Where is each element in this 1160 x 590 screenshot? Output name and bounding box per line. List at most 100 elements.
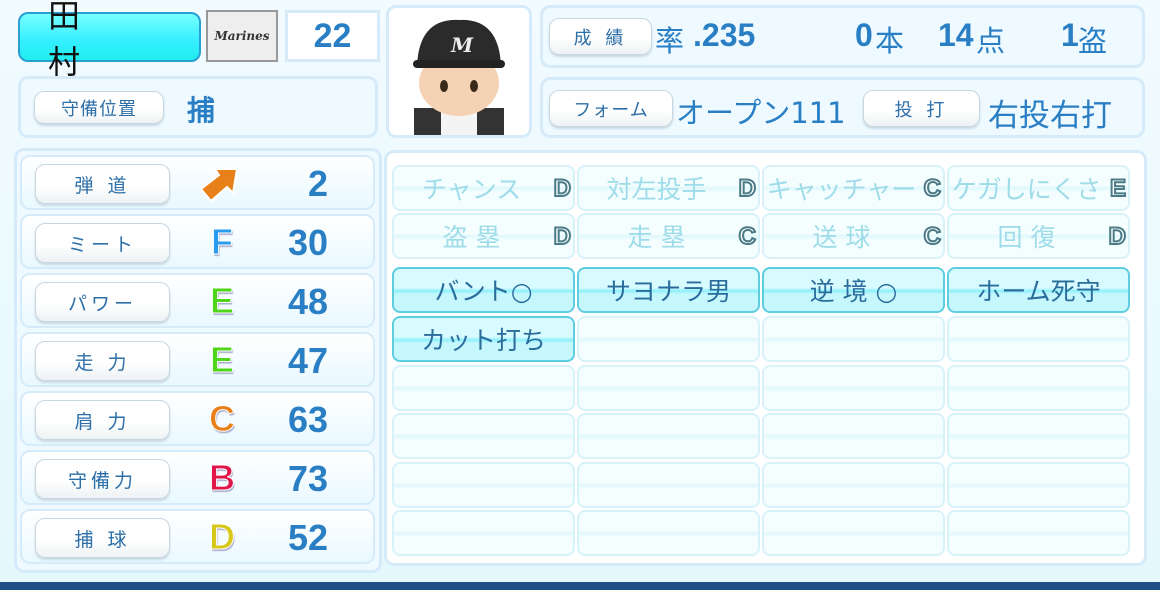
ability-cell: キャッチャー C <box>762 165 945 211</box>
special-ability-cell: 逆 境 ○ <box>762 267 945 313</box>
grade-badge: E <box>209 280 234 322</box>
form-box: フォーム オープン111 投 打 右投右打 <box>540 77 1145 138</box>
special-ability-cell: サヨナラ男 <box>577 267 760 313</box>
throwbat-label: 投 打 <box>863 90 980 127</box>
position-box: 守備位置 捕 <box>18 76 378 138</box>
ability-grade: D <box>553 174 572 203</box>
record-label: 成 績 <box>549 18 652 55</box>
ability-grade: D <box>553 222 572 251</box>
ability-name: 対左投手 <box>606 175 707 204</box>
empty-ability-cell <box>947 462 1130 508</box>
position-label: 守備位置 <box>34 91 164 124</box>
ability-grade: C <box>738 222 757 251</box>
stat-value: 52 <box>287 517 328 558</box>
empty-ability-cell <box>947 510 1130 556</box>
stat-row: 捕 球 D 52 <box>20 509 375 564</box>
ability-grade: C <box>923 222 942 251</box>
batting-average: .235 <box>693 17 756 53</box>
position-value: 捕 <box>187 95 216 126</box>
empty-ability-cell <box>947 413 1130 459</box>
ability-cell: ケガしにくさ E <box>947 165 1130 211</box>
ability-grade: D <box>738 174 757 203</box>
stat-value: 48 <box>287 281 328 322</box>
stat-value: 63 <box>287 399 328 440</box>
stat-label: ミート <box>35 223 170 263</box>
ability-grade: D <box>1108 222 1127 251</box>
grade-badge: F <box>211 221 234 263</box>
player-name: 田 村 <box>18 0 201 81</box>
stat-label: 捕 球 <box>35 518 170 558</box>
stolen-bases: 1 <box>1061 17 1079 53</box>
empty-ability-cell <box>577 365 760 411</box>
grade-badge: C <box>209 398 236 440</box>
empty-ability-cell <box>577 462 760 508</box>
form-label: フォーム <box>549 90 673 127</box>
record-box: 成 績 率 .235 0 本 14 点 1 盗 <box>540 5 1145 68</box>
empty-ability-cell <box>762 462 945 508</box>
stat-row: 走 力 E 47 <box>20 332 375 387</box>
uniform-number: 22 <box>285 10 380 62</box>
stat-row: パワー E 48 <box>20 273 375 328</box>
empty-ability-cell <box>392 462 575 508</box>
empty-ability-cell <box>947 316 1130 362</box>
empty-ability-cell <box>762 413 945 459</box>
ability-grade: C <box>923 174 942 203</box>
stat-row: ミート F 30 <box>20 214 375 269</box>
rbi-unit: 点 <box>976 24 1006 58</box>
grade-badge: E <box>209 339 234 381</box>
stat-label: 肩 力 <box>35 400 170 440</box>
stat-value: 2 <box>307 163 328 204</box>
stat-value: 47 <box>287 340 328 381</box>
ability-cell: チャンス D <box>392 165 575 211</box>
avg-prefix: 率 <box>655 24 685 58</box>
empty-ability-cell <box>762 510 945 556</box>
special-ability-cell: カット打ち <box>392 316 575 362</box>
empty-ability-cell <box>392 413 575 459</box>
empty-ability-cell <box>577 510 760 556</box>
special-ability-cell: ホーム死守 <box>947 267 1130 313</box>
trajectory-arrow-icon <box>199 168 237 203</box>
home-runs: 0 <box>855 17 873 53</box>
player-portrait: M <box>386 5 532 138</box>
stat-label: 弾 道 <box>35 164 170 204</box>
empty-ability-cell <box>762 365 945 411</box>
throwbat-value: 右投右打 <box>988 98 1112 134</box>
ability-name: チャンス <box>421 175 522 204</box>
stat-row: 弾 道 2 <box>20 155 375 210</box>
ability-name: 盗 塁 <box>442 223 501 252</box>
empty-ability-cell <box>762 316 945 362</box>
stat-value: 73 <box>287 458 328 499</box>
stat-label: 守備力 <box>35 459 170 499</box>
ability-cell: 対左投手 D <box>577 165 760 211</box>
sb-unit: 盗 <box>1078 24 1108 58</box>
ability-grade: E <box>1109 174 1127 203</box>
ability-name: ケガしにくさ <box>951 175 1102 204</box>
ability-name: 回 復 <box>997 223 1056 252</box>
svg-text:M: M <box>450 33 474 57</box>
hr-unit: 本 <box>875 24 905 58</box>
stat-row: 守備力 B 73 <box>20 450 375 505</box>
special-ability-cell: バント○ <box>392 267 575 313</box>
ability-name: 走 塁 <box>627 223 686 252</box>
grade-badge: D <box>209 516 236 558</box>
empty-ability-cell <box>392 365 575 411</box>
stat-label: パワー <box>35 282 170 322</box>
stat-label: 走 力 <box>35 341 170 381</box>
empty-ability-cell <box>947 365 1130 411</box>
empty-ability-cell <box>577 316 760 362</box>
stat-value: 30 <box>287 222 328 263</box>
ability-name: 送 球 <box>812 223 871 252</box>
empty-ability-cell <box>392 510 575 556</box>
grade-badge: B <box>209 457 236 499</box>
stat-row: 肩 力 C 63 <box>20 391 375 446</box>
bottom-bar <box>0 582 1160 590</box>
ability-name: キャッチャー <box>766 175 917 204</box>
team-logo: Marines <box>206 10 278 62</box>
rbi: 14 <box>938 17 974 53</box>
empty-ability-cell <box>577 413 760 459</box>
form-value: オープン111 <box>676 96 846 130</box>
